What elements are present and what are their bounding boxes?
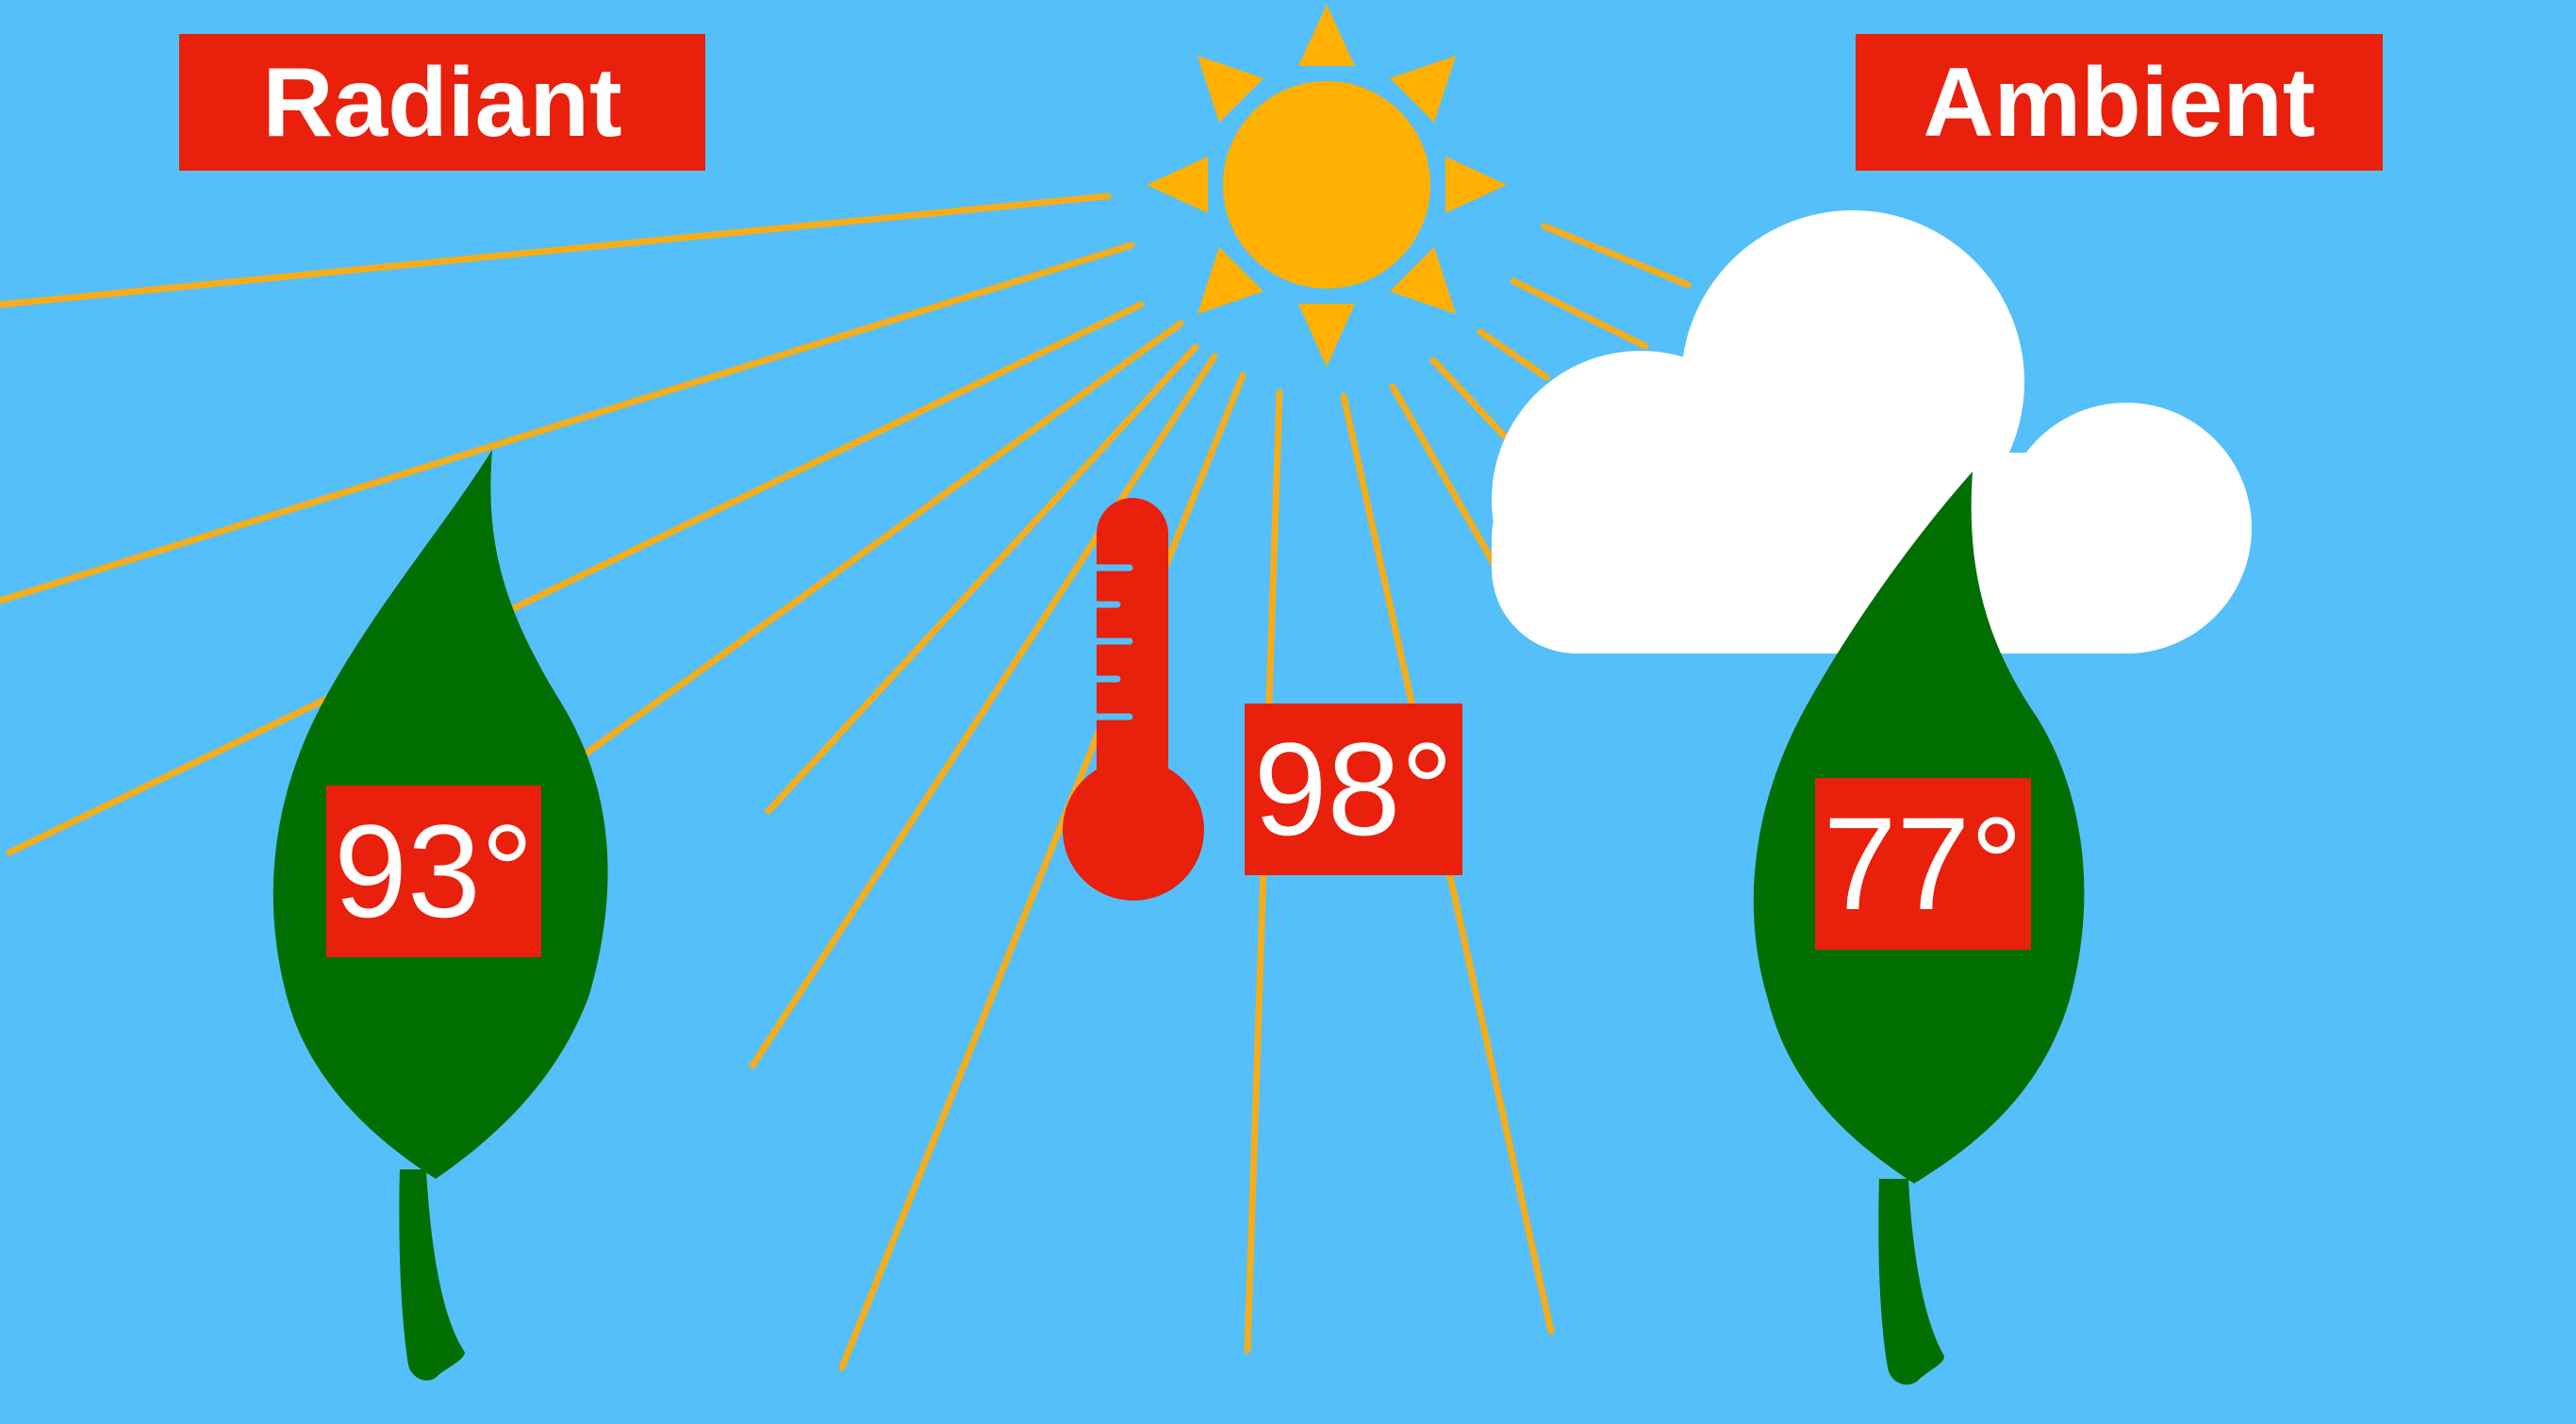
sun-ray — [1510, 277, 1649, 350]
ambient-label: Ambient — [1856, 34, 2383, 171]
sun-icon — [1147, 5, 1507, 367]
sun-rays — [0, 192, 1692, 1371]
sun-ray — [581, 320, 1184, 758]
sun-ray — [1541, 223, 1692, 289]
sun-ray — [0, 192, 1112, 308]
ambient-leaf-temperature: 77° — [1815, 778, 2031, 950]
radiant-leaf-temperature: 93° — [326, 786, 541, 957]
thermometer-icon — [1063, 498, 1204, 901]
sun-ray — [1429, 356, 1508, 439]
sun-ray — [749, 353, 1218, 1069]
leaf-left-stem — [399, 1169, 465, 1381]
sun-ray — [838, 372, 1247, 1371]
radiant-label: Radiant — [179, 34, 705, 171]
leaf-right-stem — [1878, 1179, 1944, 1385]
sun-ray — [765, 343, 1199, 815]
sun-ray — [1477, 328, 1550, 381]
thermometer-temperature: 98° — [1245, 704, 1462, 875]
sun-ray — [0, 241, 1135, 604]
sun-ray — [6, 301, 1145, 856]
sun-ray — [1389, 383, 1510, 588]
